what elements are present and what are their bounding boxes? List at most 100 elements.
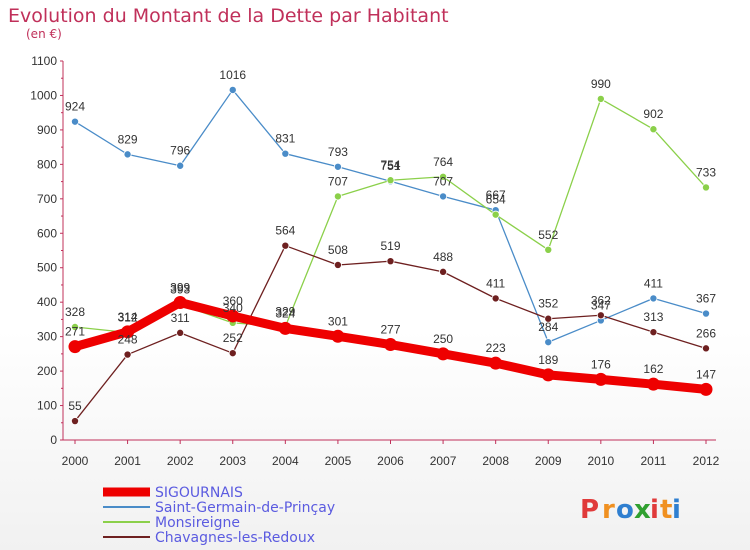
point-saint-germain-de-princay <box>702 309 711 318</box>
data-labels-layer: 924 829 796 1016 831 793 751 707 667 284 347 411 367… <box>65 68 716 413</box>
data-label-monsireigne: 754 <box>380 158 400 172</box>
data-label-chavagnes-les-redoux: 519 <box>380 239 400 253</box>
point-sigournais <box>173 296 187 310</box>
point-chavagnes-les-redoux <box>649 328 658 337</box>
data-label-chavagnes-les-redoux: 266 <box>696 326 716 340</box>
data-label-monsireigne: 902 <box>643 107 663 121</box>
data-label-saint-germain-de-princay: 831 <box>275 132 295 146</box>
y-tick-label: 0 <box>50 433 57 447</box>
data-label-sigournais: 324 <box>275 306 295 320</box>
y-tick-label: 600 <box>37 226 57 240</box>
point-monsireigne <box>649 125 658 134</box>
legend-label-monsireigne: Monsireigne <box>155 515 240 531</box>
point-saint-germain-de-princay <box>228 85 237 94</box>
series-layer <box>68 85 713 426</box>
x-tick-label: 2010 <box>587 454 614 468</box>
x-tick-label: 2002 <box>167 454 194 468</box>
logo-letter: P <box>580 495 599 525</box>
data-label-chavagnes-les-redoux: 564 <box>275 224 295 238</box>
point-monsireigne <box>439 172 448 181</box>
legend-label-chavagnes-les-redoux: Chavagnes-les-Redoux <box>155 530 315 546</box>
logo-letter: t <box>660 495 672 525</box>
data-label-saint-germain-de-princay: 796 <box>170 144 190 158</box>
data-label-monsireigne: 990 <box>591 77 611 91</box>
point-chavagnes-les-redoux <box>123 350 132 359</box>
data-label-monsireigne: 340 <box>223 301 243 315</box>
data-label-sigournais: 223 <box>486 341 506 355</box>
data-label-sigournais: 189 <box>538 353 558 367</box>
data-label-monsireigne: 654 <box>486 193 506 207</box>
y-tick-label: 400 <box>37 295 57 309</box>
x-tick-label: 2007 <box>430 454 457 468</box>
logo-letter: i <box>672 495 681 525</box>
data-label-sigournais: 314 <box>118 310 138 324</box>
x-tick-label: 2004 <box>272 454 299 468</box>
axes: 0 100 200 300 400 500 600 700 800 900 1000 1100 2000… <box>30 54 719 468</box>
logo-letter: o <box>616 495 634 525</box>
y-tick-label: 700 <box>37 192 57 206</box>
point-sigournais <box>226 309 240 323</box>
logo-letter: r <box>602 495 615 525</box>
data-label-chavagnes-les-redoux: 252 <box>223 331 243 345</box>
y-tick-label: 500 <box>37 261 57 275</box>
data-label-chavagnes-les-redoux: 248 <box>118 333 138 347</box>
data-label-monsireigne: 764 <box>433 155 453 169</box>
point-chavagnes-les-redoux <box>176 328 185 337</box>
data-label-monsireigne: 312 <box>118 311 138 325</box>
data-label-saint-germain-de-princay: 347 <box>591 298 611 312</box>
point-chavagnes-les-redoux <box>228 349 237 358</box>
point-chavagnes-les-redoux <box>596 311 605 320</box>
data-label-sigournais: 271 <box>65 325 85 339</box>
data-label-saint-germain-de-princay: 924 <box>65 100 85 114</box>
point-saint-germain-de-princay <box>544 338 553 347</box>
y-tick-label: 800 <box>37 157 57 171</box>
point-monsireigne <box>596 94 605 103</box>
point-monsireigne <box>491 210 500 219</box>
data-label-monsireigne: 393 <box>170 283 190 297</box>
data-label-saint-germain-de-princay: 667 <box>486 188 506 202</box>
data-label-chavagnes-les-redoux: 352 <box>538 297 558 311</box>
point-sigournais <box>541 368 555 382</box>
x-tick-label: 2003 <box>219 454 246 468</box>
legend-label-sigournais: SIGOURNAIS <box>155 485 243 501</box>
data-label-monsireigne: 707 <box>328 174 348 188</box>
point-sigournais <box>699 382 713 396</box>
x-tick-label: 2011 <box>641 454 667 468</box>
point-chavagnes-les-redoux <box>491 294 500 303</box>
y-tick-label: 100 <box>37 399 57 413</box>
point-saint-germain-de-princay <box>439 192 448 201</box>
data-label-chavagnes-les-redoux: 488 <box>433 250 453 264</box>
data-label-sigournais: 360 <box>223 294 243 308</box>
point-sigournais <box>68 340 82 354</box>
data-label-saint-germain-de-princay: 793 <box>328 145 348 159</box>
point-monsireigne <box>386 176 395 185</box>
point-sigournais <box>121 325 135 339</box>
data-label-sigournais: 399 <box>170 281 190 295</box>
point-chavagnes-les-redoux <box>71 417 80 426</box>
y-tick-label: 300 <box>37 330 57 344</box>
data-label-monsireigne: 552 <box>538 228 558 242</box>
data-label-saint-germain-de-princay: 284 <box>538 320 558 334</box>
data-label-sigournais: 277 <box>380 323 400 337</box>
data-label-chavagnes-les-redoux: 55 <box>68 399 82 413</box>
x-tick-label: 2012 <box>693 454 720 468</box>
point-saint-germain-de-princay <box>649 294 658 303</box>
data-label-saint-germain-de-princay: 707 <box>433 174 453 188</box>
point-monsireigne <box>544 245 553 254</box>
data-label-chavagnes-les-redoux: 311 <box>171 311 190 325</box>
point-monsireigne <box>333 192 342 201</box>
data-label-saint-germain-de-princay: 1016 <box>219 68 246 82</box>
point-chavagnes-les-redoux <box>702 344 711 353</box>
point-monsireigne <box>702 183 711 192</box>
point-sigournais <box>384 338 397 352</box>
x-tick-label: 2008 <box>482 454 509 468</box>
point-sigournais <box>594 372 608 386</box>
point-sigournais <box>278 321 292 335</box>
y-tick-label: 900 <box>37 123 57 137</box>
x-tick-label: 2009 <box>535 454 562 468</box>
data-label-chavagnes-les-redoux: 362 <box>591 293 611 307</box>
data-label-sigournais: 162 <box>643 362 663 376</box>
